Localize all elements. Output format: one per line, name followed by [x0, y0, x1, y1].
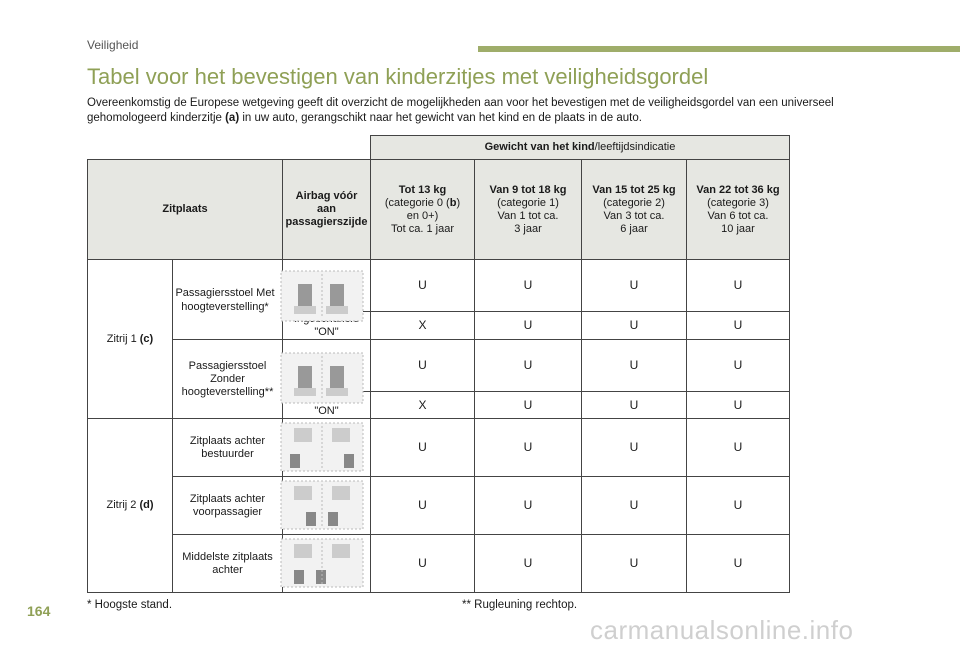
value-cell: U — [686, 391, 790, 419]
row-label-zitrij-2: Zitrij 2 (d) — [87, 418, 173, 593]
value-cell: U — [474, 534, 582, 593]
value-cell: U — [686, 311, 790, 340]
value-cell: U — [474, 391, 582, 419]
seat-label: Middelste zitplaats achter — [182, 550, 273, 576]
seat-diagram-icon — [280, 480, 364, 530]
seat-label: Passagiersstoel Met hoogteverstelling* — [175, 286, 275, 313]
watermark: carmanualsonline.info — [590, 615, 854, 645]
seat-rear-behind-passenger: Zitplaats achter voorpassagier — [172, 476, 283, 535]
value-cell: U — [370, 476, 475, 535]
col-header-weight-0: Tot 13 kg (categorie 0 (b) en 0+) Tot ca. 1… — [370, 159, 475, 260]
value-cell: U — [581, 311, 687, 340]
seat-diagram-icon — [280, 422, 364, 472]
seat-front-height-adjust: Passagiersstoel Met hoogteverstelling* — [172, 259, 283, 340]
value-cell: U — [474, 259, 582, 312]
header-spacer — [88, 136, 371, 160]
value-cell: U — [370, 259, 475, 312]
value-cell: U — [686, 339, 790, 392]
intro-text-1: Overeenkomstig de Europese wetgeving gee… — [87, 97, 834, 124]
col-header-airbag: Airbag vóór aan passagierszijde — [282, 159, 371, 260]
col-header-zitplaats: Zitplaats — [87, 159, 283, 260]
seat-diagram-icon — [280, 538, 364, 588]
child-seat-table: Gewicht van het kind/leeftijdsindicatie … — [87, 135, 790, 593]
section-title: Veiligheid — [87, 38, 139, 52]
page-title: Tabel voor het bevestigen van kinderzitj… — [87, 64, 709, 89]
seat-label: Passagiersstoel Zonder hoogteverstelling… — [181, 359, 274, 398]
value-cell: X — [370, 391, 475, 419]
footnote-2: ** Rugleuning rechtop. — [462, 599, 578, 611]
value-cell: U — [581, 259, 687, 312]
footnote-1: * Hoogste stand. — [87, 599, 173, 611]
intro-ref-a: (a) — [225, 112, 240, 124]
seat-rear-middle: Middelste zitplaats achter — [172, 534, 283, 593]
col-header-weight-1: Van 9 tot 18 kg (categorie 1) Van 1 tot ca… — [474, 159, 582, 260]
value-cell: U — [581, 476, 687, 535]
col-header-weight-3: Van 22 tot 36 kg (categorie 3) Van 6 tot c… — [686, 159, 790, 260]
seat-label: Zitplaats achter bestuurder — [189, 434, 266, 460]
value-cell: U — [370, 534, 475, 593]
seat-front-no-height-adjust: Passagiersstoel Zonder hoogteverstelling… — [172, 339, 283, 419]
section-divider-bar — [478, 46, 960, 52]
value-cell: U — [581, 339, 687, 392]
value-cell: U — [686, 418, 790, 477]
value-cell: U — [370, 418, 475, 477]
value-cell: U — [474, 311, 582, 340]
intro-paragraph: Overeenkomstig de Europese wetgeving gee… — [87, 96, 877, 126]
seat-label: Zitplaats achter voorpassagier — [189, 492, 266, 518]
weight-group-header: Gewicht van het kind/leeftijdsindicatie — [370, 135, 790, 160]
value-cell: U — [686, 259, 790, 312]
value-cell: U — [686, 534, 790, 593]
intro-text-2: in uw auto, gerangschikt naar het gewich… — [239, 112, 642, 124]
seat-diagram-icon — [280, 270, 364, 322]
value-cell: U — [474, 339, 582, 392]
value-cell: U — [474, 476, 582, 535]
value-cell: U — [581, 418, 687, 477]
seat-rear-behind-driver: Zitplaats achter bestuurder — [172, 418, 283, 477]
value-cell: U — [581, 534, 687, 593]
page-number: 164 — [27, 603, 51, 619]
row-label-zitrij-1: Zitrij 1 (c) — [87, 259, 173, 419]
value-cell: X — [370, 311, 475, 340]
value-cell: U — [474, 418, 582, 477]
col-header-weight-2: Van 15 tot 25 kg (categorie 2) Van 3 tot c… — [581, 159, 687, 260]
value-cell: U — [581, 391, 687, 419]
value-cell: U — [370, 339, 475, 392]
value-cell: U — [686, 476, 790, 535]
seat-diagram-icon — [280, 352, 364, 404]
